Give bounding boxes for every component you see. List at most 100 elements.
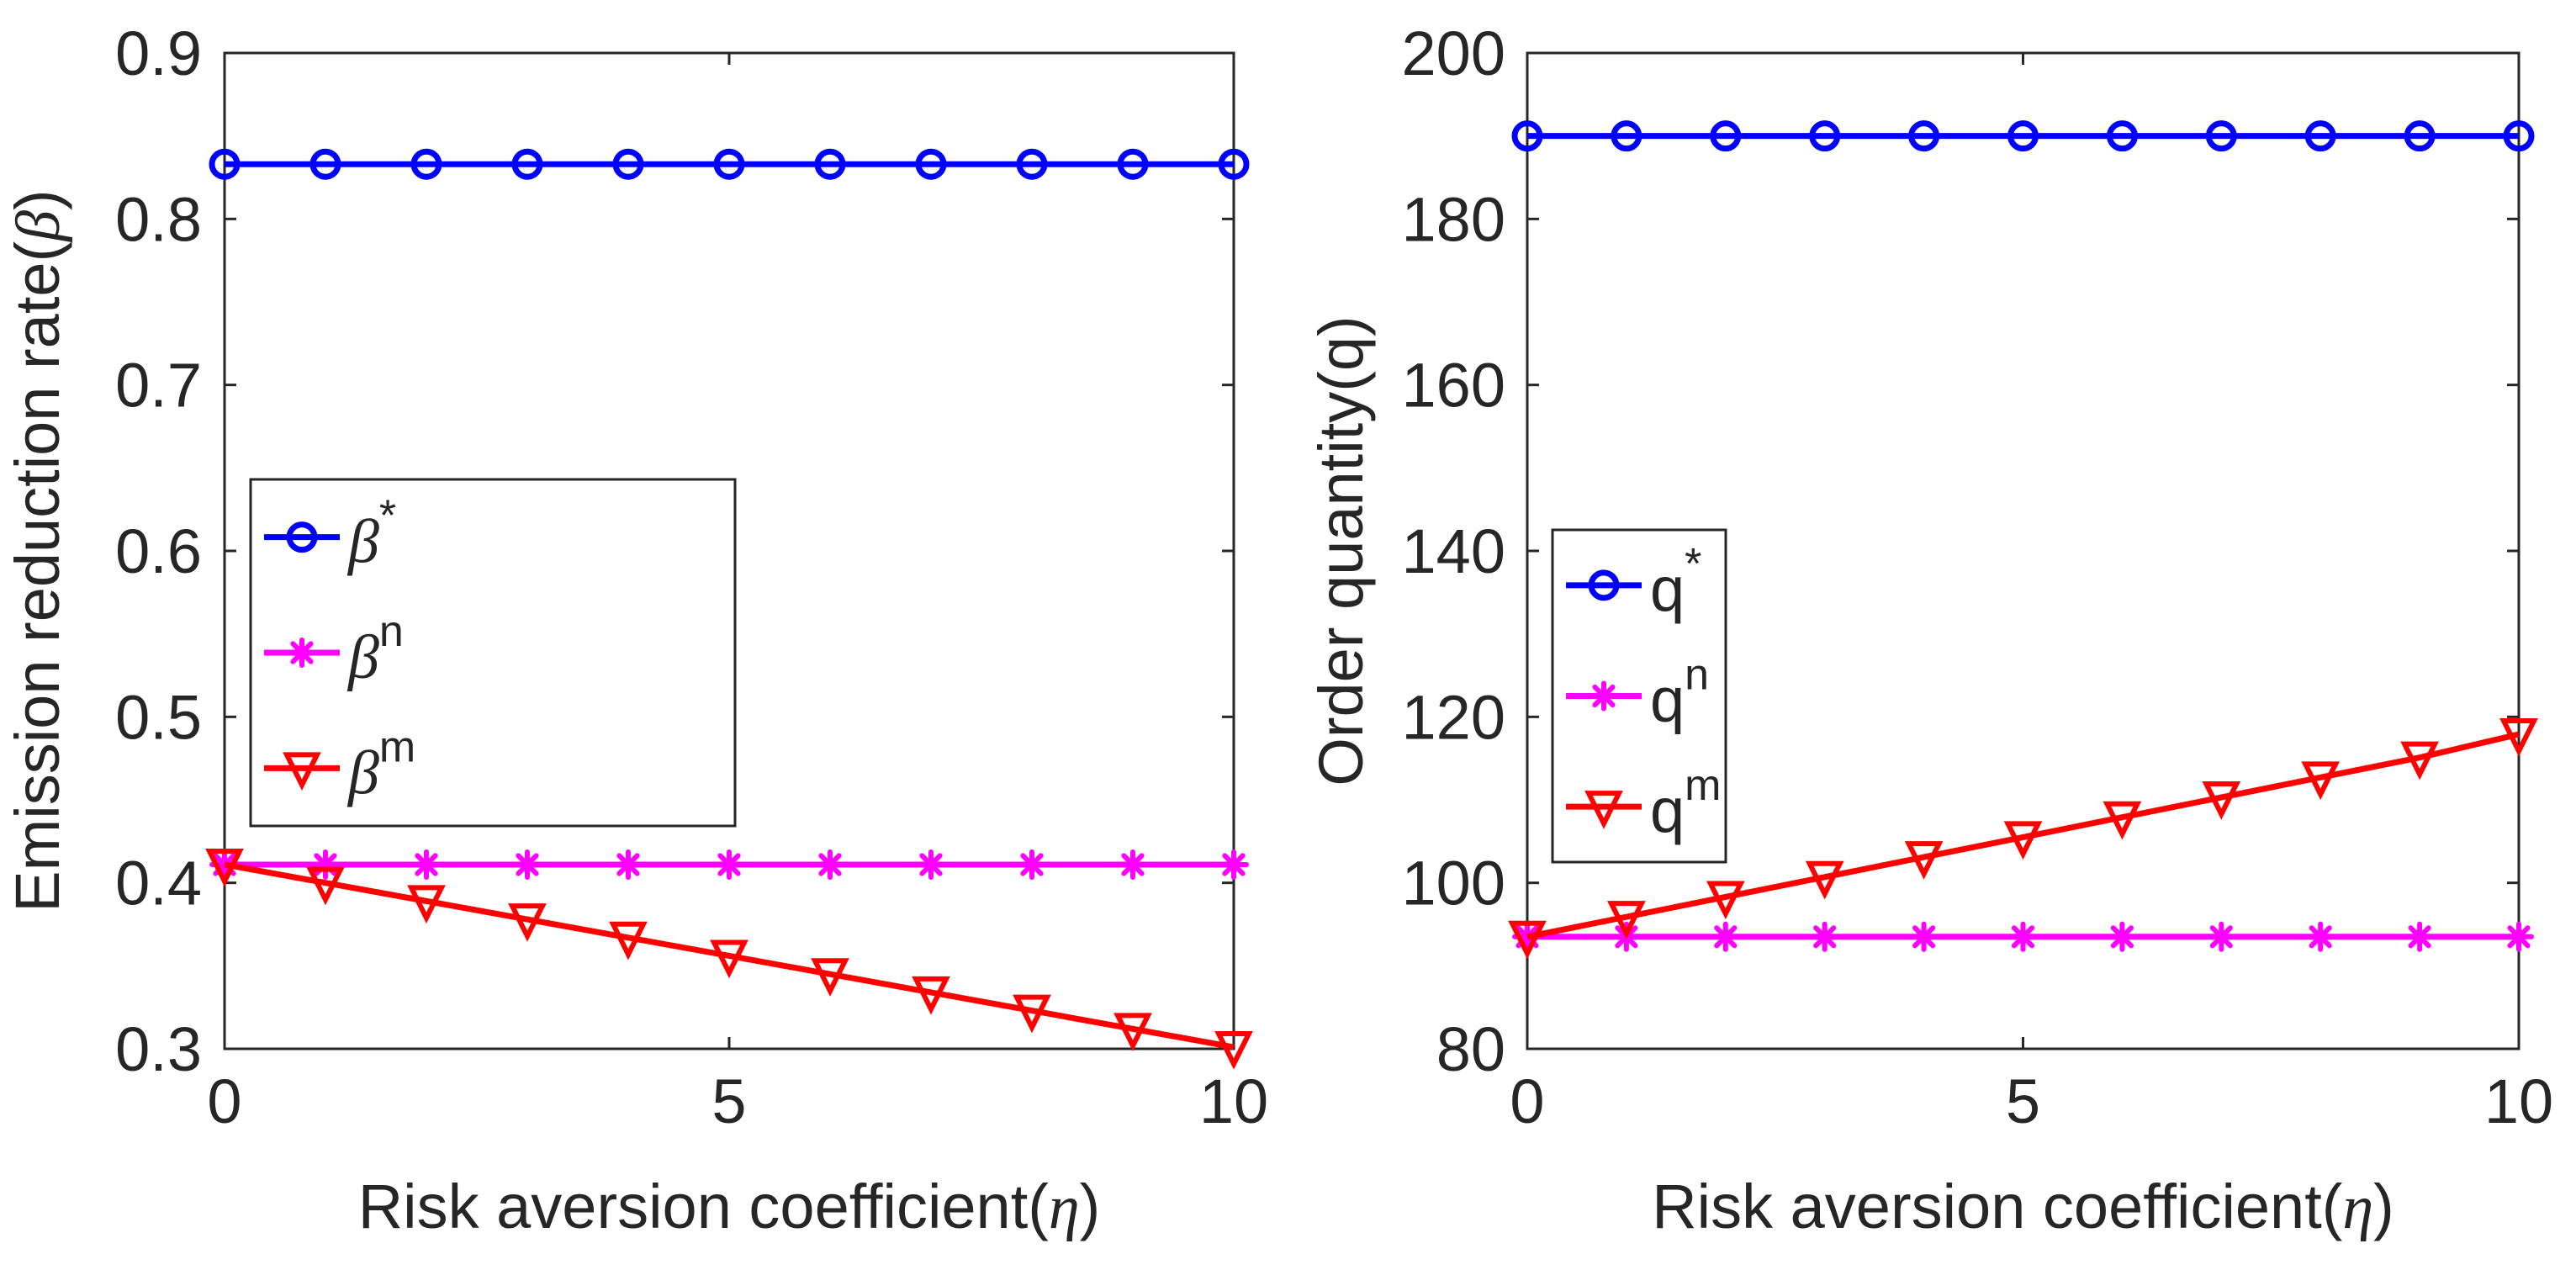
data-point-marker <box>1805 860 1844 900</box>
x-tick-label: 0 <box>1510 1066 1544 1136</box>
data-point-marker <box>2007 921 2039 952</box>
data-point-marker <box>407 885 446 924</box>
legend-swatch-marker <box>286 521 318 553</box>
data-point-marker <box>1118 849 1148 880</box>
data-point-marker <box>306 866 345 906</box>
data-point-marker <box>1113 1013 1152 1052</box>
data-point-marker <box>209 148 241 180</box>
y-tick-label: 120 <box>1402 682 1505 752</box>
series-circle <box>1511 120 2535 152</box>
x-tick-label: 10 <box>1199 1066 1268 1136</box>
series-line <box>224 861 1235 1050</box>
data-point-marker <box>815 849 845 880</box>
data-point-marker <box>2305 921 2336 952</box>
data-point-marker <box>609 921 648 960</box>
right-chart-order-quantity: 80 100 120 140 160 180 200 0 5 10 Risk aversion co… <box>1306 19 2553 1242</box>
data-point-marker <box>2400 741 2439 781</box>
legend: β* βn βm <box>249 478 737 828</box>
series-asterisk <box>209 849 1249 880</box>
data-point-marker <box>2103 801 2142 840</box>
data-point-marker <box>2499 718 2538 757</box>
legend-swatch-marker <box>283 752 321 791</box>
data-point-marker <box>2404 921 2436 952</box>
data-point-marker <box>512 849 542 880</box>
data-point-marker <box>309 148 341 180</box>
data-point-marker <box>714 849 744 880</box>
data-point-marker <box>2503 120 2535 152</box>
data-point-marker <box>511 148 543 180</box>
legend-entry-label: βn <box>346 607 404 692</box>
data-point-marker <box>1508 920 1547 960</box>
x-tick-label: 10 <box>2484 1066 2553 1136</box>
legend-entry-label: βm <box>346 722 415 807</box>
data-point-marker <box>2301 761 2341 801</box>
data-point-marker <box>811 958 849 997</box>
y-tick-label: 0.8 <box>115 184 202 254</box>
legend-swatch-marker <box>287 638 317 668</box>
data-point-marker <box>1611 120 1642 152</box>
legend-entry-label: β* <box>346 492 396 577</box>
data-point-marker <box>508 903 547 942</box>
legend-entry-label: qm <box>1650 761 1721 845</box>
data-point-marker <box>912 976 950 1015</box>
data-point-marker <box>1017 849 1047 880</box>
data-point-marker <box>2106 120 2138 152</box>
data-point-marker <box>713 148 745 180</box>
y-axis-label: Emission reduction rate(β) <box>3 189 73 912</box>
data-point-marker <box>2003 821 2043 860</box>
data-point-marker <box>2404 120 2436 152</box>
data-point-marker <box>310 849 341 880</box>
y-tick-label: 140 <box>1402 516 1505 586</box>
legend-swatch-marker <box>1588 569 1620 601</box>
y-tick-label: 0.3 <box>115 1014 202 1084</box>
data-point-marker <box>1710 120 1742 152</box>
legend-swatch-marker <box>1589 680 1619 712</box>
data-point-marker <box>2107 921 2138 952</box>
data-point-marker <box>1908 120 1940 152</box>
data-point-marker <box>2206 921 2237 952</box>
y-tick-label: 0.9 <box>115 19 202 88</box>
data-point-marker <box>915 148 947 180</box>
left-chart-emission-reduction-rate: 0.3 0.4 0.5 0.6 0.7 0.8 0.9 0 5 10 Risk aversion c… <box>3 19 1268 1242</box>
legend-entry-label: qn <box>1650 651 1709 735</box>
data-point-marker <box>411 849 442 880</box>
data-point-marker <box>916 849 946 880</box>
data-point-marker <box>710 939 748 979</box>
data-point-marker <box>1016 148 1048 180</box>
data-point-marker <box>2007 120 2039 152</box>
x-tick-label: 5 <box>2006 1066 2040 1136</box>
data-point-marker <box>1904 841 1944 880</box>
legend: q* qn qm <box>1551 528 1727 864</box>
series-circle <box>209 148 1250 180</box>
data-point-marker <box>1013 994 1051 1034</box>
y-tick-label: 0.4 <box>115 849 202 918</box>
y-tick-label: 200 <box>1402 19 1505 88</box>
y-tick-label: 180 <box>1402 184 1505 254</box>
data-point-marker <box>1511 120 1543 152</box>
data-point-marker <box>1219 849 1249 880</box>
data-point-marker <box>205 848 244 887</box>
x-tick-label: 5 <box>711 1066 746 1136</box>
x-axis-label: Risk aversion coefficient(η) <box>1652 1172 2394 1242</box>
data-point-marker <box>612 148 644 180</box>
data-point-marker <box>1809 120 1841 152</box>
data-point-marker <box>1607 901 1646 939</box>
data-point-marker <box>613 849 643 880</box>
data-point-marker <box>410 148 442 180</box>
data-point-marker <box>1710 921 1741 952</box>
x-tick-label: 0 <box>207 1066 241 1136</box>
data-point-marker <box>2202 781 2241 820</box>
y-tick-label: 0.7 <box>115 351 202 421</box>
data-point-marker <box>1218 148 1250 180</box>
y-tick-label: 0.6 <box>115 516 202 586</box>
data-point-marker <box>2304 120 2336 152</box>
legend-swatch-marker <box>1584 791 1623 829</box>
legend-entry-label: q* <box>1650 540 1701 624</box>
data-point-marker <box>1908 921 1939 952</box>
data-point-marker <box>1117 148 1149 180</box>
data-point-marker <box>2504 921 2534 952</box>
data-point-marker <box>1214 1031 1253 1070</box>
data-point-marker <box>2205 120 2237 152</box>
x-axis-label: Risk aversion coefficient(η) <box>358 1172 1101 1242</box>
y-tick-label: 160 <box>1402 351 1505 421</box>
